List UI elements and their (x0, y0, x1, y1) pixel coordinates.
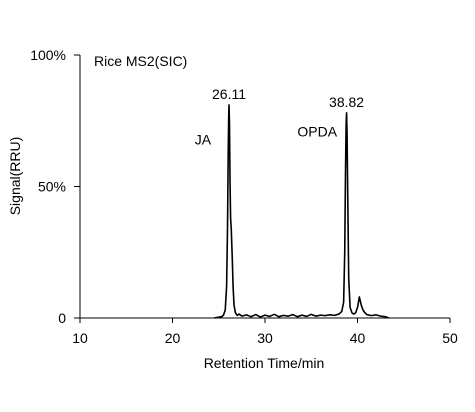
series-layer (213, 104, 390, 319)
peak-label: 38.82 (329, 94, 364, 110)
x-tick-label: 20 (165, 330, 181, 346)
y-tick-label: 100% (30, 47, 66, 63)
chart-title: Rice MS2(SIC) (94, 53, 187, 69)
annotation-layer: 26.11 38.82 JA OPDA (195, 86, 365, 147)
x-tick-label: 10 (72, 330, 88, 346)
x-tick-label: 30 (257, 330, 273, 346)
x-tick-label: 40 (350, 330, 366, 346)
y-tick-label: 50% (38, 179, 66, 195)
y-tick-label: 0 (58, 310, 66, 326)
x-tick-label: 50 (442, 330, 458, 346)
y-axis-label: Signal(RRU) (7, 137, 23, 216)
peak-label: 26.11 (212, 86, 246, 102)
compound-label: JA (195, 131, 212, 147)
x-axis-label: Retention Time/min (204, 355, 325, 371)
compound-label: OPDA (297, 124, 337, 140)
label-layer: Rice MS2(SIC) Retention Time/min Signal(… (7, 53, 324, 371)
series-line-1 (213, 104, 390, 319)
axes-layer: 10 20 30 40 50 0 50% 100% (30, 47, 458, 346)
